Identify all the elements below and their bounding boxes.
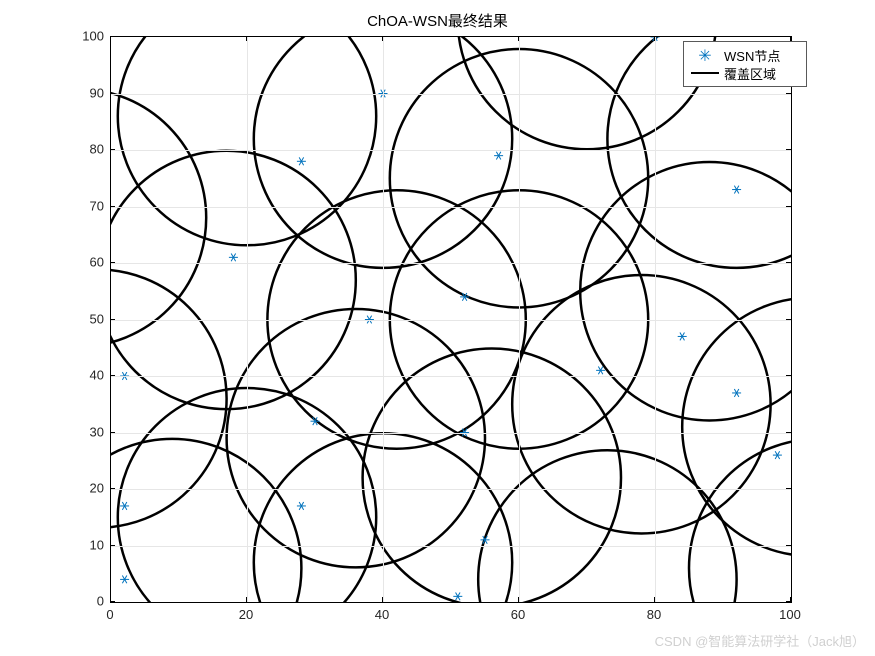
watermark: CSDN @智能算法研学社（Jack旭）: [655, 631, 865, 650]
y-tick-label: 40: [74, 368, 104, 383]
y-tick-label: 80: [74, 142, 104, 157]
tick-mark-left: [110, 375, 115, 376]
tick-mark-right: [786, 149, 791, 150]
gridline-horizontal: [111, 263, 791, 264]
tick-mark-top: [654, 36, 655, 41]
wsn-node-marker: [453, 592, 462, 600]
y-tick-label: 30: [74, 424, 104, 439]
tick-mark-right: [786, 601, 791, 602]
x-tick-label: 80: [647, 607, 661, 622]
tick-mark-left: [110, 432, 115, 433]
tick-mark-bottom: [246, 597, 247, 602]
tick-mark-right: [786, 36, 791, 37]
tick-mark-right: [786, 319, 791, 320]
wsn-node-marker: [494, 152, 503, 160]
tick-mark-top: [246, 36, 247, 41]
y-tick-label: 20: [74, 481, 104, 496]
tick-mark-right: [786, 545, 791, 546]
wsn-node-marker: [120, 576, 129, 584]
chart-container: ChOA-WSN最终结果 0 20 40 60 80 100 0 10 20 30 40 50 60 7…: [0, 0, 875, 656]
y-tick-label: 70: [74, 198, 104, 213]
legend-label: 覆盖区域: [724, 64, 776, 83]
y-tick-label: 100: [74, 29, 104, 44]
tick-mark-top: [382, 36, 383, 41]
wsn-node-marker: [773, 451, 782, 459]
tick-mark-right: [786, 488, 791, 489]
y-tick-label: 0: [74, 594, 104, 609]
legend: ✳WSN节点覆盖区域: [683, 41, 807, 87]
line-icon: [690, 72, 720, 74]
x-tick-label: 20: [239, 607, 253, 622]
coverage-circle: [110, 89, 206, 347]
wsn-node-marker: [732, 389, 741, 397]
coverage-circle: [512, 275, 770, 533]
y-tick-label: 10: [74, 537, 104, 552]
legend-item: ✳WSN节点: [690, 46, 800, 64]
gridline-horizontal: [111, 207, 791, 208]
gridline-horizontal: [111, 320, 791, 321]
coverage-circle: [478, 450, 736, 603]
plot-area: [110, 36, 792, 603]
chart-title: ChOA-WSN最终结果: [0, 10, 875, 31]
tick-mark-bottom: [518, 597, 519, 602]
tick-mark-right: [786, 375, 791, 376]
y-tick-label: 50: [74, 311, 104, 326]
tick-mark-left: [110, 93, 115, 94]
gridline-horizontal: [111, 94, 791, 95]
tick-mark-left: [110, 206, 115, 207]
tick-mark-left: [110, 488, 115, 489]
gridline-horizontal: [111, 433, 791, 434]
wsn-node-marker: [732, 186, 741, 194]
y-tick-label: 90: [74, 85, 104, 100]
tick-mark-left: [110, 262, 115, 263]
wsn-node-marker: [678, 333, 687, 341]
wsn-node-marker: [297, 502, 306, 510]
coverage-circle: [363, 349, 621, 604]
tick-mark-left: [110, 149, 115, 150]
tick-mark-right: [786, 206, 791, 207]
tick-mark-right: [786, 262, 791, 263]
gridline-horizontal: [111, 546, 791, 547]
x-tick-label: 100: [779, 607, 801, 622]
gridline-horizontal: [111, 489, 791, 490]
tick-mark-bottom: [654, 597, 655, 602]
legend-label: WSN节点: [724, 46, 780, 65]
wsn-node-marker: [120, 502, 129, 510]
tick-mark-left: [110, 319, 115, 320]
coverage-circle: [580, 162, 792, 420]
wsn-node-marker: [297, 157, 306, 165]
x-tick-label: 60: [511, 607, 525, 622]
tick-mark-left: [110, 36, 115, 37]
x-tick-label: 0: [106, 607, 113, 622]
wsn-node-marker: [229, 253, 238, 261]
tick-mark-right: [786, 432, 791, 433]
tick-mark-left: [110, 601, 115, 602]
tick-mark-bottom: [382, 597, 383, 602]
y-tick-label: 60: [74, 255, 104, 270]
coverage-circle: [689, 439, 792, 603]
x-tick-label: 40: [375, 607, 389, 622]
gridline-horizontal: [111, 150, 791, 151]
tick-mark-right: [786, 93, 791, 94]
legend-item: 覆盖区域: [690, 64, 800, 82]
gridline-horizontal: [111, 376, 791, 377]
asterisk-icon: ✳: [690, 47, 720, 63]
tick-mark-top: [518, 36, 519, 41]
tick-mark-left: [110, 545, 115, 546]
